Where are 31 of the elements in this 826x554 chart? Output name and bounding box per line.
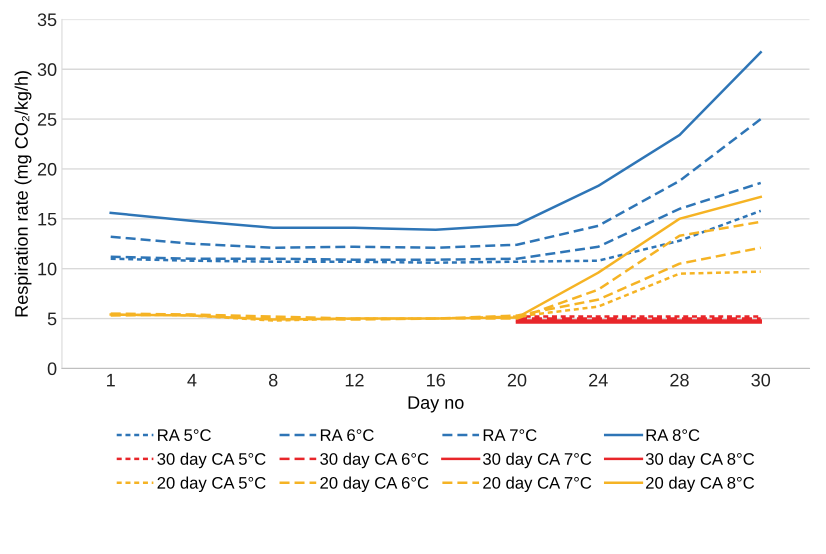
y-axis-title: Respiration rate (mg CO₂/kg/h)	[14, 71, 32, 316]
legend-label: RA 7°C	[484, 429, 537, 442]
legend-label: 20 day CA 7°C	[483, 476, 592, 492]
y-tick-label: 5	[48, 312, 56, 326]
legend-label: 20 day CA 6°C	[320, 476, 428, 492]
x-tick-label: 16	[427, 374, 445, 387]
legend-label: 30 day CA 7°C	[483, 452, 592, 468]
y-tick-label: 30	[38, 63, 56, 76]
legend-label: RA 6°C	[320, 429, 374, 442]
legend-label: RA 8°C	[646, 429, 700, 442]
legend-label: 20 day CA 5°C	[158, 476, 266, 492]
legend-label: 20 day CA 8°C	[646, 476, 754, 492]
x-axis-title: Day no	[408, 396, 464, 412]
y-tick-label: 15	[38, 212, 56, 226]
x-tick-label: 1	[107, 374, 115, 386]
y-tick-label: 0	[48, 362, 56, 376]
x-tick-label: 28	[670, 374, 689, 387]
y-tick-label: 35	[38, 13, 56, 26]
legend-label: RA 5°C	[158, 429, 211, 442]
legend-label: 30 day CA 5°C	[157, 452, 266, 468]
y-tick-label: 25	[38, 113, 56, 126]
x-tick-label: 4	[187, 374, 196, 386]
x-tick-label: 30	[751, 374, 770, 387]
x-tick-label: 24	[589, 374, 608, 386]
x-tick-label: 20	[508, 374, 526, 387]
legend-label: 30 day CA 6°C	[320, 452, 428, 468]
y-tick-label: 10	[38, 262, 56, 276]
legend-label: 30 day CA 8°C	[646, 452, 754, 468]
x-tick-label: 12	[346, 374, 364, 386]
x-tick-label: 8	[268, 374, 278, 387]
y-tick-label: 20	[38, 162, 56, 176]
